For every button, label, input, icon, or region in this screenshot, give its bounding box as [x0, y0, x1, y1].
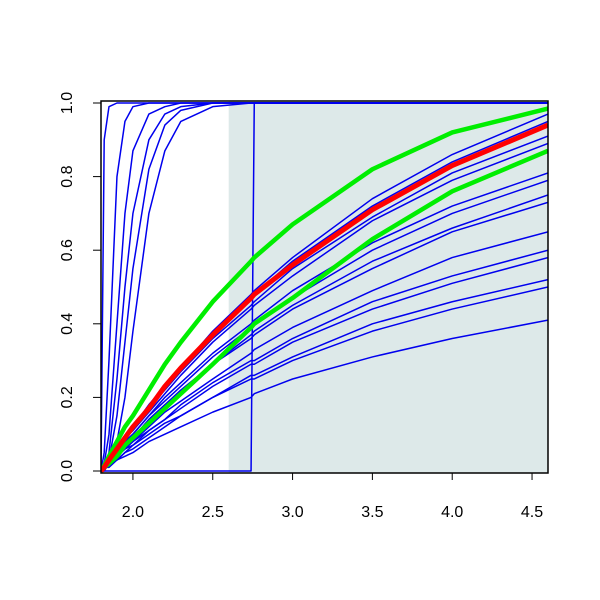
line: [101, 148, 548, 473]
lines: [101, 102, 548, 473]
y-tick-label: 0.4: [59, 313, 76, 335]
line: [101, 319, 548, 472]
line: [101, 106, 548, 473]
line: [101, 102, 548, 472]
y-tick-label: 0.8: [59, 165, 76, 187]
y-tick-label: 1.0: [59, 92, 76, 114]
y-tick-label: 0.2: [59, 386, 76, 408]
x-tick-label: 3.5: [361, 504, 383, 521]
line: [101, 122, 548, 473]
x-tick-label: 3.0: [281, 504, 303, 521]
x-tick-label: 4.0: [441, 504, 463, 521]
y-tick-label: 0.0: [59, 460, 76, 482]
y-tick-label: 0.6: [59, 239, 76, 261]
shaded-region: [228, 101, 548, 473]
plot-frame: [100, 100, 549, 474]
x-tick-label: 4.5: [521, 504, 543, 521]
x-tick-label: 2.0: [122, 504, 144, 521]
x-tick-label: 2.5: [202, 504, 224, 521]
